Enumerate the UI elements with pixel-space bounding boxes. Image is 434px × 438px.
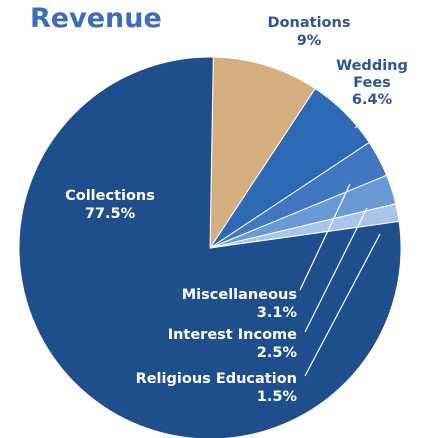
label-interest-income-value: 2.5% (257, 345, 298, 361)
label-collections-name: Collections (65, 188, 155, 204)
leader-line-donations (287, 54, 306, 74)
label-interest-income-name: Interest Income (168, 327, 297, 343)
chart-title: Revenue (30, 3, 162, 34)
label-religious-education-name: Religious Education (136, 371, 297, 387)
label-collections-value: 77.5% (85, 206, 136, 222)
label-wedding-fees-name-line1: Wedding (336, 58, 408, 74)
leader-line-interest-income (304, 207, 368, 333)
pie-slices (18, 56, 402, 438)
leader-line-religious-education (304, 233, 381, 377)
label-religious-education-value: 1.5% (257, 389, 298, 405)
leader-line-wedding-fees (354, 111, 373, 129)
label-wedding-fees-value: 6.4% (352, 92, 393, 108)
leader-lines (287, 54, 381, 377)
slice-collections (18, 56, 402, 438)
leader-line-miscellaneous (299, 183, 351, 291)
label-donations-value: 9% (297, 33, 322, 49)
label-donations-name: Donations (268, 15, 351, 31)
label-miscellaneous-name: Miscellaneous (182, 287, 297, 303)
label-wedding-fees-name-line2: Fees (353, 75, 391, 91)
slice-donations (209, 56, 316, 250)
label-miscellaneous-value: 3.1% (257, 305, 298, 321)
